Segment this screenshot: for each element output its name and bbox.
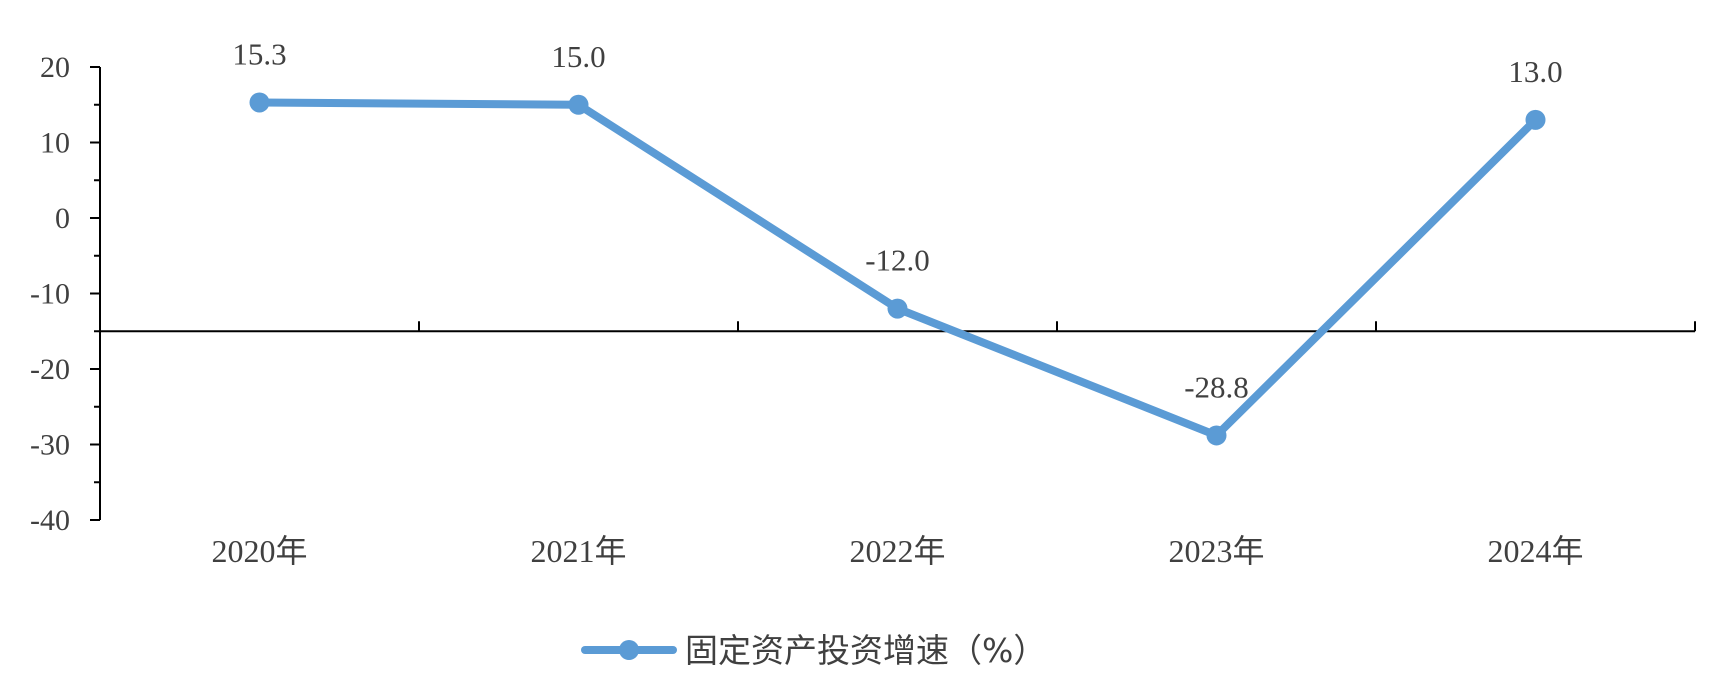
x-category-label: 2020年 bbox=[211, 533, 307, 569]
data-point bbox=[887, 298, 908, 319]
series-layer bbox=[249, 92, 1546, 446]
legend: 固定资产投资增速（%） bbox=[581, 631, 1046, 670]
data-point bbox=[1206, 425, 1227, 446]
x-category-label: 2021年 bbox=[530, 533, 626, 569]
data-label: 15.3 bbox=[232, 36, 286, 71]
data-point bbox=[1525, 109, 1546, 130]
y-tick-label: -10 bbox=[30, 278, 70, 311]
y-tick-label: -30 bbox=[30, 429, 70, 462]
x-category-label: 2024年 bbox=[1487, 533, 1583, 569]
x-axis: 2020年 2021年 2022年 2023年 2024年 bbox=[100, 321, 1696, 569]
y-axis: 20 10 0 -10 -20 -30 -40 bbox=[30, 51, 101, 537]
y-tick-label: 20 bbox=[40, 51, 70, 84]
y-tick-label: 10 bbox=[40, 127, 70, 160]
data-label: -28.8 bbox=[1184, 369, 1249, 404]
data-labels: 15.3 15.0 -12.0 -28.8 13.0 bbox=[232, 36, 1562, 404]
y-tick-label: -20 bbox=[30, 353, 70, 386]
x-category-label: 2022年 bbox=[849, 533, 945, 569]
x-category-label: 2023年 bbox=[1168, 533, 1264, 569]
y-tick-label: 0 bbox=[55, 202, 70, 235]
legend-marker-swatch bbox=[619, 640, 639, 660]
data-point bbox=[568, 94, 589, 115]
y-tick-label: -40 bbox=[30, 504, 70, 537]
data-label: -12.0 bbox=[865, 243, 930, 278]
data-label: 13.0 bbox=[1508, 54, 1562, 89]
legend-label: 固定资产投资增速（%） bbox=[685, 631, 1046, 670]
data-point bbox=[249, 92, 270, 113]
data-label: 15.0 bbox=[551, 39, 605, 74]
